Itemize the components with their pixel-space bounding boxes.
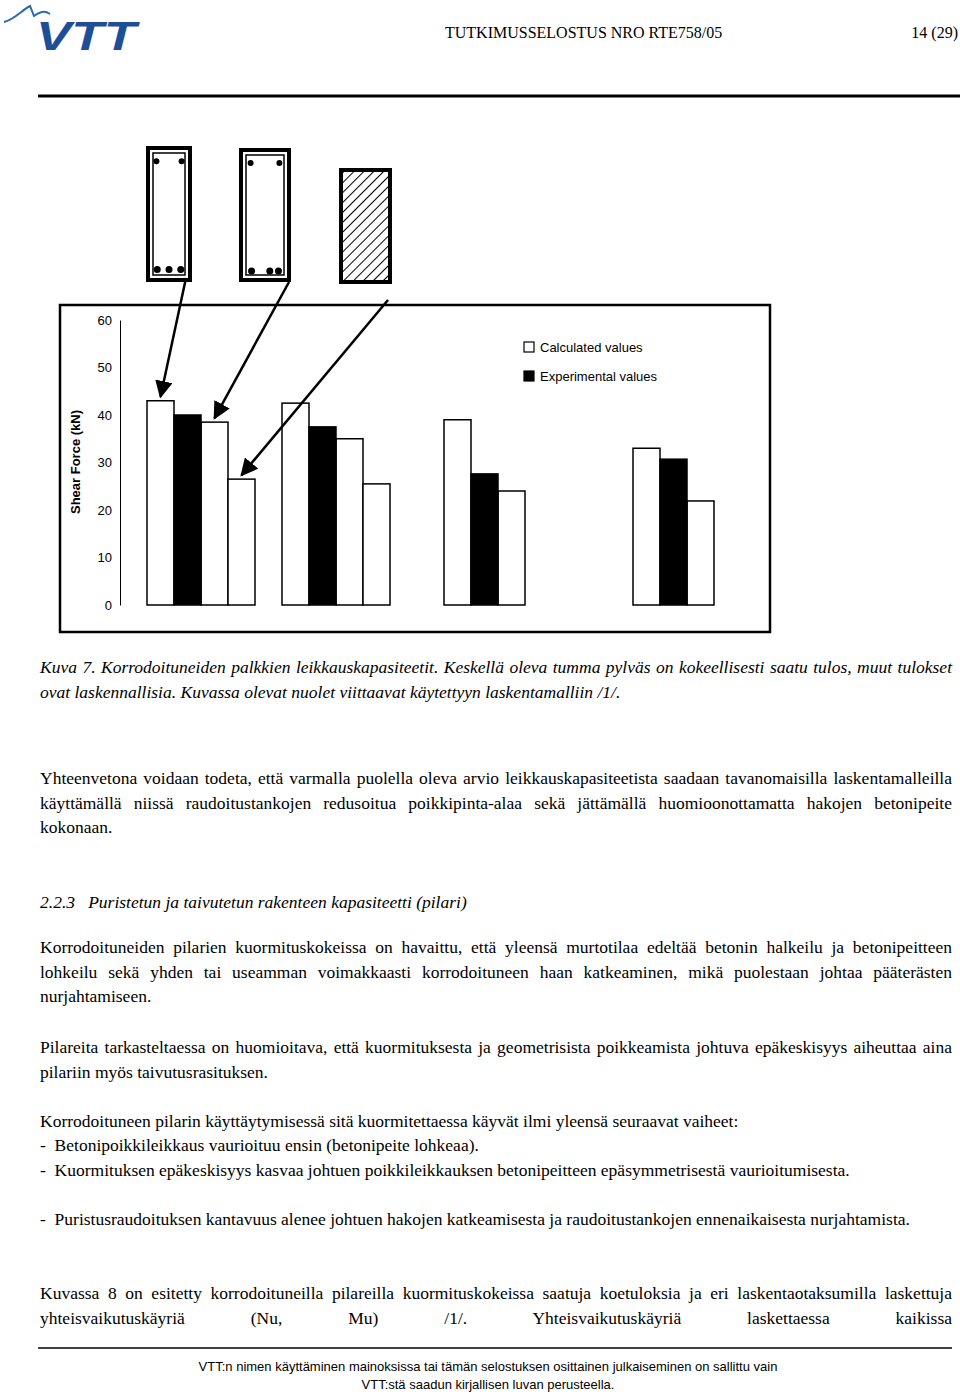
bar — [444, 420, 471, 605]
list-item-text: Betonipoikkileikkaus vaurioituu ensin (b… — [55, 1135, 479, 1155]
stirrup — [153, 153, 185, 275]
chart-frame — [60, 305, 770, 632]
y-tick-label: 60 — [98, 313, 112, 328]
rebar — [248, 160, 254, 166]
list-item: - Puristusraudoituksen kantavuus alenee … — [40, 1207, 952, 1232]
list-item-text: Puristusraudoituksen kantavuus alenee jo… — [55, 1209, 910, 1229]
rebar — [166, 266, 173, 273]
header: VTT TUTKIMUSSELOSTUS NRO RTE758/05 14 (29) — [0, 0, 960, 110]
paragraph: Korrodoituneen pilarin käyttäytymisessä … — [40, 1109, 952, 1134]
y-tick: 10 — [98, 550, 120, 565]
bar — [363, 484, 390, 605]
bar — [687, 501, 714, 605]
section-outline — [241, 150, 289, 280]
bar — [282, 403, 309, 605]
rebar — [154, 266, 161, 273]
stirrup — [246, 155, 284, 275]
footer-rule — [38, 1347, 952, 1349]
y-axis-line — [120, 321, 121, 606]
rebar — [276, 160, 282, 166]
header-rule — [38, 95, 960, 98]
list-item-text: Kuormituksen epäkeskisyys kasvaa johtuen… — [55, 1160, 850, 1180]
list-item: - Kuormituksen epäkeskisyys kasvaa johtu… — [40, 1158, 952, 1183]
y-tick: 60 — [98, 313, 120, 328]
legend-swatch — [524, 371, 534, 381]
legend: Calculated values Experimental values — [524, 340, 658, 384]
footer: VTT:n nimen käyttäminen mainoksissa tai … — [0, 1340, 960, 1392]
y-tick: 30 — [98, 455, 120, 470]
section-outline — [341, 170, 390, 282]
bar — [498, 491, 525, 605]
cross-section — [241, 150, 289, 280]
legend-swatch — [524, 342, 534, 352]
list-item: - Betonipoikkileikkaus vaurioituu ensin … — [40, 1133, 952, 1158]
rebar — [153, 158, 159, 164]
y-tick-label: 50 — [98, 360, 112, 375]
bar — [633, 448, 660, 605]
arrow — [215, 282, 290, 418]
y-tick: 0 — [105, 598, 120, 613]
bar — [174, 415, 201, 605]
paragraph: Korrodoituneiden pilarien kuormituskokei… — [40, 935, 952, 1009]
y-tick-label: 10 — [98, 550, 112, 565]
legend-label: Experimental values — [540, 369, 658, 384]
footer-text: VTT:n nimen käyttäminen mainoksissa tai … — [199, 1359, 778, 1374]
bar — [201, 422, 228, 605]
bar — [471, 474, 498, 605]
cross-section — [341, 170, 390, 282]
y-tick-label: 0 — [105, 598, 112, 613]
section-heading: 2.2.3 Puristetun ja taivutetun rakenteen… — [40, 890, 952, 915]
y-tick: 50 — [98, 360, 120, 375]
y-tick: 40 — [98, 408, 120, 423]
bar — [228, 479, 255, 605]
rebar — [177, 266, 184, 273]
bar — [336, 439, 363, 605]
arrow — [242, 300, 389, 475]
y-tick: 20 — [98, 503, 120, 518]
logo: VTT — [36, 14, 141, 58]
caption: Kuva 7. Korrodoituneiden palkkien leikka… — [40, 655, 952, 704]
rebar — [266, 267, 273, 274]
section-title: Puristetun ja taivutetun rakenteen kapas… — [88, 892, 467, 912]
cross-section — [148, 148, 190, 280]
legend-label: Calculated values — [540, 340, 643, 355]
section-outline — [148, 148, 190, 280]
y-tick-label: 40 — [98, 408, 112, 423]
rebar — [275, 267, 282, 274]
bar — [147, 401, 174, 605]
section-number: 2.2.3 — [40, 892, 75, 912]
rebar — [248, 267, 255, 274]
paragraph: Pilareita tarkasteltaessa on huomioitava… — [40, 1035, 952, 1084]
y-tick-label: 20 — [98, 503, 112, 518]
bar — [660, 459, 687, 605]
y-tick-label: 30 — [98, 455, 112, 470]
y-axis-title: Shear Force (kN) — [68, 410, 83, 514]
report-number: TUTKIMUSSELOSTUS NRO RTE758/05 — [445, 24, 722, 41]
arrow — [161, 278, 187, 397]
figure: 0 10 20 30 40 50 60 Shear Force (kN) Calculated … — [0, 0, 960, 650]
rebar — [179, 158, 185, 164]
paragraph: Yhteenvetona voidaan todeta, että varmal… — [40, 766, 952, 840]
bar — [309, 427, 336, 605]
plot-area — [147, 401, 714, 605]
page-number: 14 (29) — [911, 24, 958, 42]
paragraph: Kuvassa 8 on esitetty korrodoituneilla p… — [40, 1281, 952, 1330]
footer-text: VTT:stä saadun kirjallisen luvan peruste… — [362, 1377, 615, 1392]
y-axis: 0 10 20 30 40 50 60 — [98, 313, 121, 613]
